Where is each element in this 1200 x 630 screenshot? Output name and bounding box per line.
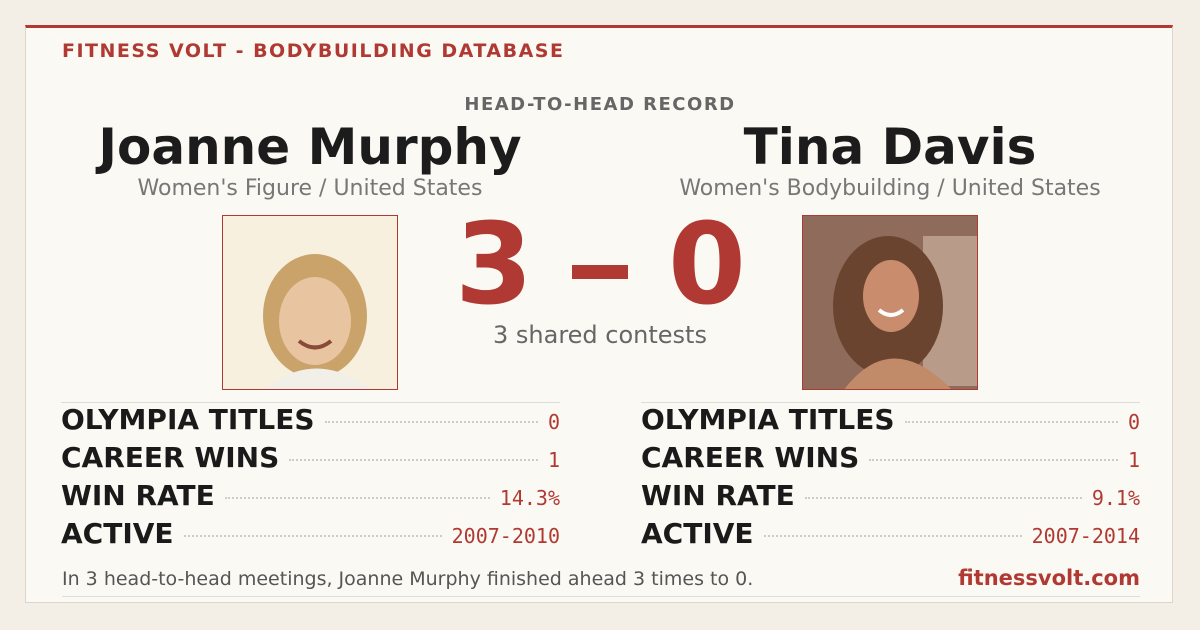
stat-label: OLYMPIA TITLES <box>61 403 315 436</box>
brand: FITNESS VOLT - BODYBUILDING DATABASE <box>62 40 565 62</box>
stat-leader <box>224 497 490 499</box>
stat-row: CAREER WINS 1 <box>61 441 560 479</box>
right-name: Tina Davis <box>743 118 1037 176</box>
footer-summary: In 3 head-to-head meetings, Joanne Murph… <box>62 568 754 590</box>
left-photo <box>222 215 398 390</box>
stat-leader <box>804 497 1082 499</box>
stat-label: CAREER WINS <box>641 441 860 474</box>
stat-row: ACTIVE 2007-2014 <box>641 517 1140 555</box>
score-left: 3 <box>455 200 533 330</box>
stat-label: CAREER WINS <box>61 441 280 474</box>
stat-value: 0 <box>547 410 560 434</box>
stat-value: 1 <box>547 448 560 472</box>
stat-label: WIN RATE <box>61 479 215 512</box>
footer-rule <box>62 596 1140 597</box>
right-subtitle: Women's Bodybuilding / United States <box>679 176 1101 201</box>
left-name: Joanne Murphy <box>98 118 522 176</box>
right-photo <box>802 215 978 390</box>
stat-row: OLYMPIA TITLES 0 <box>641 403 1140 441</box>
stat-leader <box>324 421 538 423</box>
score-dash <box>572 265 628 279</box>
stat-row: OLYMPIA TITLES 0 <box>61 403 560 441</box>
stat-label: ACTIVE <box>61 517 174 550</box>
footer-site: fitnessvolt.com <box>958 566 1140 590</box>
stat-label: OLYMPIA TITLES <box>641 403 895 436</box>
stat-label: ACTIVE <box>641 517 754 550</box>
stat-leader <box>183 535 442 537</box>
stat-value: 1 <box>1127 448 1140 472</box>
heading: HEAD-TO-HEAD RECORD <box>464 94 736 115</box>
stat-value: 2007-2014 <box>1031 524 1140 548</box>
score-right: 0 <box>668 200 746 330</box>
stat-value: 14.3% <box>499 486 560 510</box>
stat-leader <box>869 459 1118 461</box>
left-stats: OLYMPIA TITLES 0 CAREER WINS 1 WIN RATE 14.3%… <box>61 402 560 555</box>
stat-leader <box>289 459 538 461</box>
stat-leader <box>904 421 1118 423</box>
right-stats: OLYMPIA TITLES 0 CAREER WINS 1 WIN RATE 9.1% A… <box>641 402 1140 555</box>
stat-value: 0 <box>1127 410 1140 434</box>
stat-value: 9.1% <box>1091 486 1140 510</box>
stat-row: WIN RATE 9.1% <box>641 479 1140 517</box>
left-photo-art <box>263 254 371 389</box>
stat-row: ACTIVE 2007-2010 <box>61 517 560 555</box>
stat-row: CAREER WINS 1 <box>641 441 1140 479</box>
stat-leader <box>763 535 1022 537</box>
left-subtitle: Women's Figure / United States <box>137 176 483 201</box>
right-photo-art <box>833 236 977 389</box>
card <box>25 25 1173 603</box>
stat-label: WIN RATE <box>641 479 795 512</box>
stat-row: WIN RATE 14.3% <box>61 479 560 517</box>
score-caption: 3 shared contests <box>493 321 707 349</box>
stat-value: 2007-2010 <box>451 524 560 548</box>
